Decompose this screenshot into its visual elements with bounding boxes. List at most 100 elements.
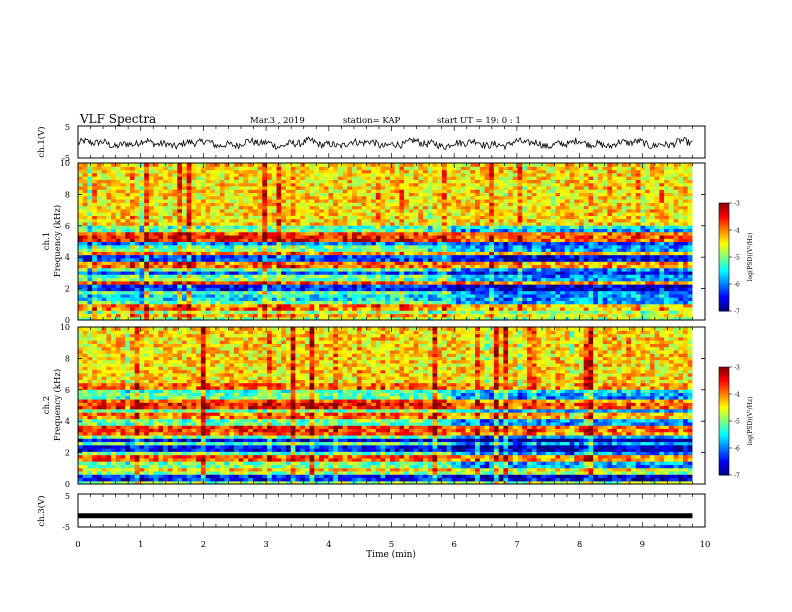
spectrogram-cell — [390, 238, 396, 243]
spectrogram-cell — [120, 306, 126, 311]
spectrogram-cell — [427, 257, 434, 262]
spectrogram-cell — [115, 166, 122, 171]
spectrogram-cell — [545, 199, 552, 203]
spectrogram-cell — [423, 212, 429, 216]
spectrogram-cell — [276, 287, 282, 292]
spectrogram-cell — [304, 261, 311, 265]
spectrogram-cell — [267, 208, 273, 213]
spectrogram-cell — [375, 280, 382, 285]
spectrogram-cell — [134, 235, 141, 239]
spectrogram-cell — [451, 218, 457, 223]
spectrogram-cell — [234, 205, 240, 210]
spectrogram-cell — [309, 185, 315, 190]
spectrogram-cell — [347, 199, 353, 203]
spectrogram-cell — [87, 264, 93, 269]
spectrogram-cell — [163, 303, 169, 308]
spectrogram-cell — [342, 212, 349, 216]
spectrogram-cell — [215, 261, 221, 265]
spectrogram-cell — [177, 313, 183, 318]
spectrogram-cell — [219, 163, 226, 167]
spectrogram-cell — [465, 172, 471, 177]
spectrogram-cell — [319, 254, 325, 259]
spectrogram-cell — [300, 182, 306, 187]
spectrogram-cell — [139, 310, 145, 315]
spectrogram-cell — [493, 270, 500, 275]
spectrogram-cell — [276, 205, 282, 210]
spectrogram-cell — [224, 199, 230, 203]
spectrogram-cell — [456, 199, 462, 203]
spectrogram-cell — [125, 290, 131, 295]
spectrogram-cell — [167, 300, 174, 305]
spectrogram-cell — [252, 176, 259, 180]
spectrogram-cell — [342, 195, 349, 200]
spectrogram-cell — [404, 248, 410, 252]
spectrogram-cell — [541, 192, 547, 197]
spectrogram-cell — [323, 241, 330, 246]
spectrogram-cell — [484, 248, 490, 252]
spectrogram-cell — [243, 221, 249, 226]
spectrogram-cell — [404, 228, 410, 233]
spectrogram-cell — [234, 248, 240, 252]
spectrogram-cell — [96, 293, 103, 298]
spectrogram-cell — [158, 205, 164, 210]
spectrogram-cell — [361, 241, 367, 246]
spectrogram-cell — [356, 225, 363, 229]
spectrogram-cell — [252, 254, 259, 259]
spectrogram-cell — [427, 251, 434, 256]
spectrogram-cell — [309, 169, 315, 174]
spectrogram-cell — [371, 300, 377, 305]
spectrogram-cell — [465, 248, 471, 252]
spectrogram-cell — [186, 300, 193, 305]
spectrogram-cell — [380, 251, 386, 256]
spectrogram-cell — [328, 176, 334, 180]
spectrogram-cell — [191, 166, 197, 171]
spectrogram-cell — [484, 238, 490, 243]
spectrogram-cell — [498, 169, 505, 174]
spectrogram-cell — [106, 189, 112, 194]
spectrogram-cell — [508, 169, 514, 174]
spectrogram-cell — [413, 297, 419, 301]
spectrogram-cell — [177, 166, 183, 171]
spectrogram-cell — [508, 316, 514, 321]
spectrogram-cell — [517, 195, 523, 200]
spectrogram-cell — [427, 290, 434, 295]
spectrogram-cell — [134, 231, 141, 236]
spectrogram-cell — [550, 264, 557, 269]
spectrogram-cell — [503, 182, 509, 187]
spectrogram-cell — [148, 195, 155, 200]
spectrogram-cell — [224, 231, 230, 236]
spectrogram-cell — [503, 241, 509, 246]
spectrogram-cell — [210, 208, 216, 213]
spectrogram-cell — [361, 205, 367, 210]
spectrogram-cell — [545, 313, 552, 318]
spectrogram-cell — [281, 166, 287, 171]
spectrogram-cell — [399, 287, 405, 292]
spectrogram-cell — [338, 297, 344, 301]
spectrogram-cell — [470, 235, 476, 239]
spectrogram-cell — [536, 215, 542, 220]
spectrogram-cell — [498, 221, 505, 226]
spectrogram-cell — [115, 176, 122, 180]
spectrogram-cell — [82, 182, 89, 187]
spectrogram-cell — [78, 254, 84, 259]
spectrogram-cell — [257, 218, 263, 223]
spectrogram-cell — [300, 293, 306, 298]
spectrogram-cell — [465, 316, 471, 321]
spectrogram-cell — [380, 267, 386, 272]
spectrogram-cell — [536, 267, 542, 272]
spectrogram-cell — [101, 261, 107, 265]
spectrogram-cell — [517, 297, 523, 301]
spectrogram-cell — [101, 185, 107, 190]
spectrogram-cell — [550, 215, 557, 220]
spectrogram-cell — [262, 182, 268, 187]
spectrogram-cell — [144, 195, 150, 200]
spectrogram-cell — [191, 313, 197, 318]
spectrogram-cell — [527, 257, 533, 262]
spectrogram-cell — [380, 192, 386, 197]
spectrogram-cell — [267, 235, 273, 239]
spectrogram-cell — [210, 189, 216, 194]
spectrogram-cell — [290, 284, 297, 288]
spectrogram-cell — [243, 169, 249, 174]
spectrogram-cell — [456, 225, 462, 229]
spectrogram-cell — [111, 231, 117, 236]
